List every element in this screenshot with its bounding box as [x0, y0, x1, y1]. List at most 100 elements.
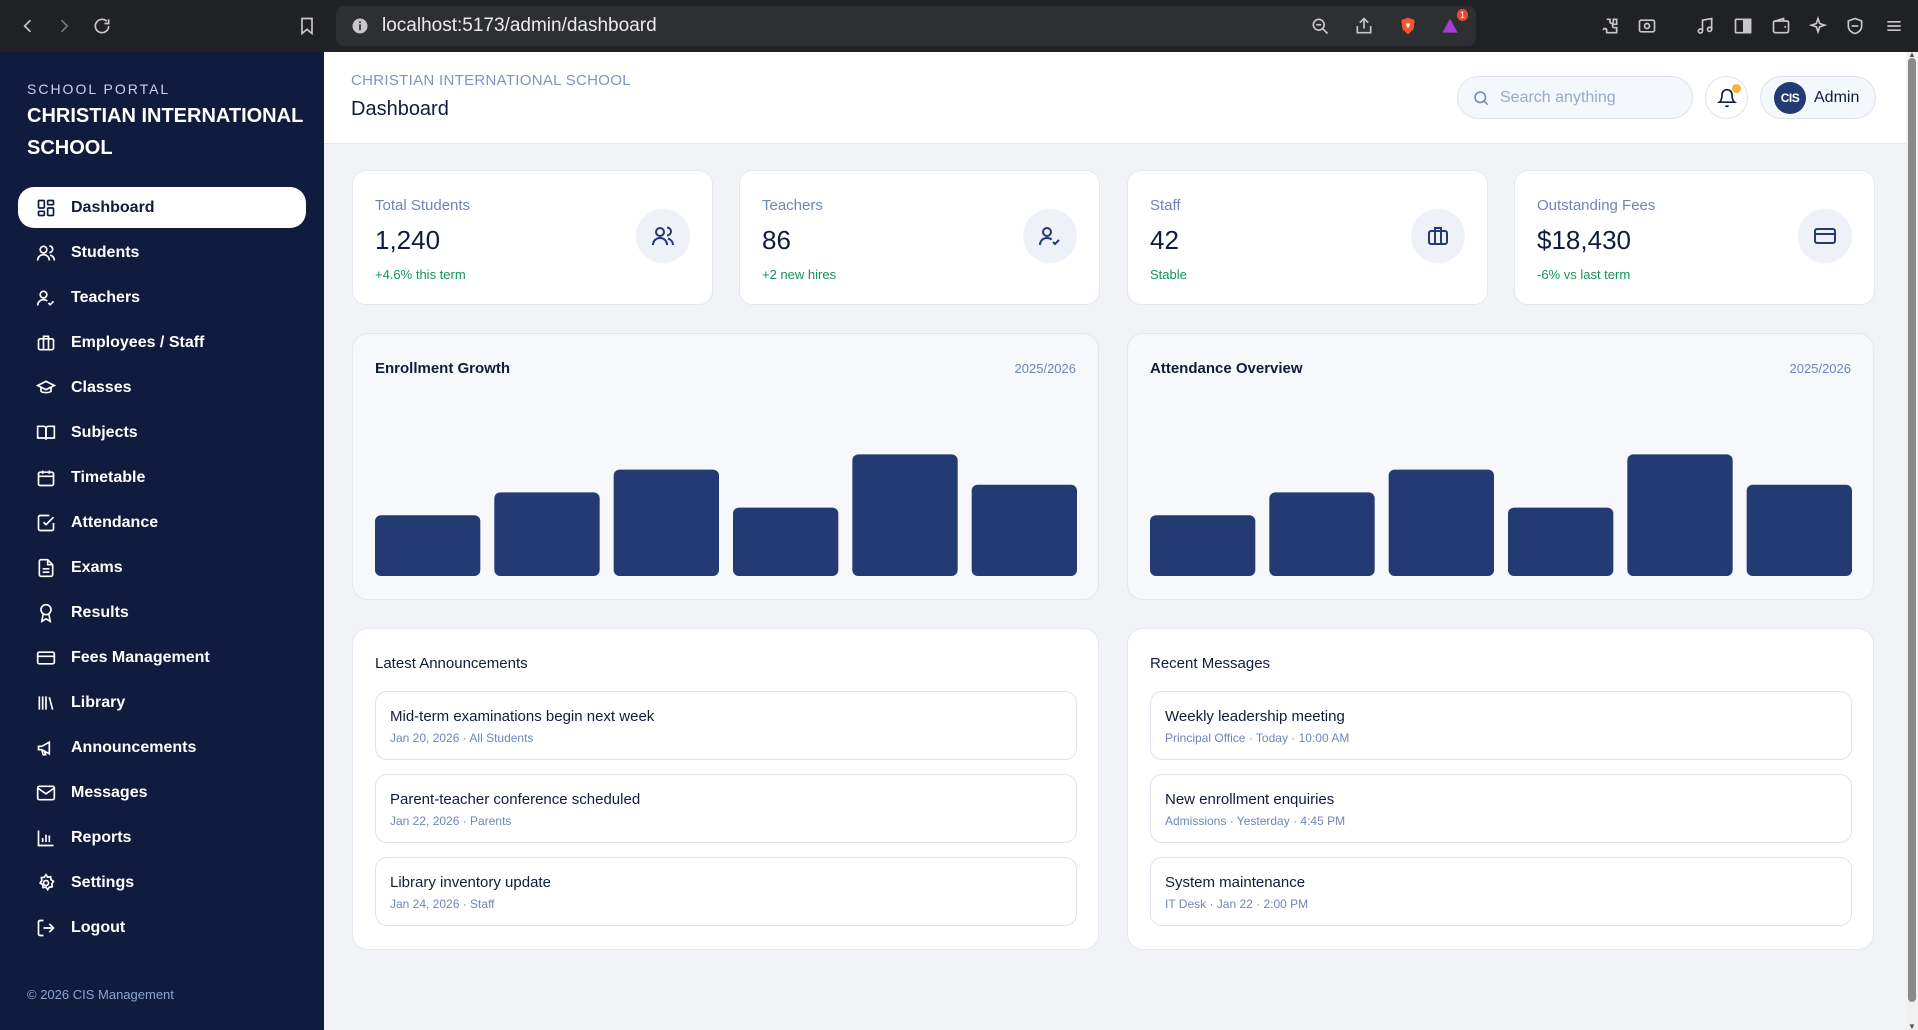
file-text-icon: [36, 558, 56, 578]
chart-title: Attendance Overview: [1150, 360, 1303, 377]
page-scrollbar[interactable]: ▲ ▼: [1906, 50, 1918, 1030]
stat-value: 86: [762, 225, 791, 255]
sidebar-item-label: Messages: [71, 783, 148, 801]
chart-year: 2025/2026: [1014, 361, 1076, 376]
sidebar-item-subjects[interactable]: Subjects: [18, 412, 306, 453]
address-bar[interactable]: localhost:5173/admin/dashboard 1: [336, 6, 1476, 46]
item-title: Mid-term examinations begin next week: [390, 708, 655, 725]
sidebar-item-classes[interactable]: Classes: [18, 367, 306, 408]
sidebar-item-label: Teachers: [71, 288, 141, 306]
sidebar-item-label: Classes: [71, 378, 132, 396]
chart-bar: [1627, 454, 1733, 576]
award-icon: [36, 603, 56, 623]
sidebar-item-label: Subjects: [71, 423, 138, 441]
sidebar-item-teachers[interactable]: Teachers: [18, 277, 306, 318]
chart-bar: [971, 484, 1077, 576]
sidebar-item-dashboard[interactable]: Dashboard: [18, 187, 306, 228]
item-meta: Admissions · Yesterday · 4:45 PM: [1165, 814, 1346, 828]
attendance-bar-chart: [1150, 454, 1852, 576]
stat-trend: -6% vs last term: [1537, 267, 1631, 282]
menu-icon[interactable]: [1880, 12, 1908, 40]
stat-label: Outstanding Fees: [1537, 197, 1656, 214]
avatar: CIS: [1774, 81, 1806, 114]
sidebar-item-results[interactable]: Results: [18, 592, 306, 633]
sidebar-item-label: Dashboard: [71, 198, 155, 216]
screenshot-icon[interactable]: [1633, 12, 1661, 40]
stat-card-total-students: Total Students 1,240 +4.6% this term: [352, 170, 713, 305]
notifications-button[interactable]: [1705, 76, 1748, 119]
forward-icon[interactable]: [50, 12, 78, 40]
site-info-icon[interactable]: [346, 12, 374, 40]
sidebar-item-attendance[interactable]: Attendance: [18, 502, 306, 543]
item-meta: Jan 22, 2026 · Parents: [390, 814, 512, 828]
graduation-cap-icon: [36, 378, 56, 398]
sidebar-item-employees-staff[interactable]: Employees / Staff: [18, 322, 306, 363]
page-title: Dashboard: [351, 98, 449, 120]
item-title: System maintenance: [1165, 874, 1306, 891]
briefcase-icon: [1411, 209, 1465, 263]
sidebar-item-exams[interactable]: Exams: [18, 547, 306, 588]
scroll-down-arrow-icon[interactable]: ▼: [1908, 1022, 1916, 1030]
stat-trend: +2 new hires: [762, 267, 837, 282]
stat-trend: +4.6% this term: [375, 267, 466, 282]
card-title: Latest Announcements: [375, 655, 528, 672]
sidebar-item-library[interactable]: Library: [18, 682, 306, 723]
sidebar-item-logout[interactable]: Logout: [18, 907, 306, 948]
rewards-badge: 1: [1456, 9, 1468, 21]
share-icon[interactable]: [1350, 12, 1378, 40]
gear-icon: [36, 872, 56, 893]
search-box[interactable]: [1457, 76, 1693, 119]
chart-bar: [1508, 507, 1614, 576]
stat-value: 1,240: [375, 225, 441, 255]
user-check-icon: [36, 288, 56, 308]
sidebar-item-settings[interactable]: Settings: [18, 862, 306, 903]
users-icon: [36, 243, 56, 263]
user-menu-button[interactable]: CIS Admin: [1760, 76, 1876, 119]
back-icon[interactable]: [14, 12, 42, 40]
sidebar-item-label: Employees / Staff: [71, 333, 205, 351]
header-eyebrow: CHRISTIAN INTERNATIONAL SCHOOL: [351, 72, 631, 89]
list-item[interactable]: Weekly leadership meeting Principal Offi…: [1150, 691, 1852, 760]
sidebar-toggle-icon[interactable]: [1729, 12, 1757, 40]
extensions-icon[interactable]: [1596, 12, 1624, 40]
ai-sparkle-icon[interactable]: [1804, 12, 1832, 40]
sidebar-item-announcements[interactable]: Announcements: [18, 727, 306, 768]
item-title: Library inventory update: [390, 874, 551, 891]
brave-rewards-icon[interactable]: 1: [1436, 9, 1468, 40]
check-square-icon: [36, 513, 56, 533]
chart-bar: [852, 454, 958, 576]
list-item[interactable]: Mid-term examinations begin next week Ja…: [375, 691, 1077, 760]
list-item[interactable]: New enrollment enquiries Admissions · Ye…: [1150, 774, 1852, 843]
messages-card: Recent Messages Weekly leadership meetin…: [1127, 628, 1874, 950]
zoom-icon[interactable]: [1306, 12, 1334, 40]
bookmark-icon[interactable]: [293, 12, 321, 40]
chart-bar: [375, 515, 481, 576]
bar-chart-icon: [36, 828, 56, 848]
list-item[interactable]: Library inventory update Jan 24, 2026 · …: [375, 857, 1077, 926]
sidebar-item-reports[interactable]: Reports: [18, 817, 306, 858]
scroll-up-arrow-icon[interactable]: ▲: [1908, 50, 1916, 59]
sidebar-item-label: Timetable: [71, 468, 146, 486]
list-item[interactable]: System maintenance IT Desk · Jan 22 · 2:…: [1150, 857, 1852, 926]
enrollment-bar-chart: [375, 454, 1077, 576]
media-icon[interactable]: [1691, 12, 1719, 40]
stat-value: $18,430: [1537, 225, 1631, 255]
notification-dot: [1732, 84, 1741, 93]
wallet-icon[interactable]: [1767, 12, 1795, 40]
sidebar-item-fees-management[interactable]: Fees Management: [18, 637, 306, 678]
sidebar-item-messages[interactable]: Messages: [18, 772, 306, 813]
list-item[interactable]: Parent-teacher conference scheduled Jan …: [375, 774, 1077, 843]
sidebar-item-students[interactable]: Students: [18, 232, 306, 273]
search-input[interactable]: [1500, 88, 1680, 107]
brave-shield-icon[interactable]: [1394, 12, 1422, 40]
sidebar-item-timetable[interactable]: Timetable: [18, 457, 306, 498]
scroll-thumb[interactable]: [1908, 58, 1916, 1002]
sidebar-nav: Dashboard Students Teachers Employees / …: [18, 187, 306, 952]
vpn-shield-icon[interactable]: [1841, 12, 1869, 40]
reload-icon[interactable]: [88, 12, 116, 40]
attendance-overview-card: Attendance Overview 2025/2026: [1127, 333, 1874, 600]
sidebar-item-label: Students: [71, 243, 140, 261]
brand-title: CHRISTIAN INTERNATIONAL SCHOOL: [27, 105, 303, 159]
users-icon: [636, 209, 690, 263]
user-check-icon: [1023, 209, 1077, 263]
